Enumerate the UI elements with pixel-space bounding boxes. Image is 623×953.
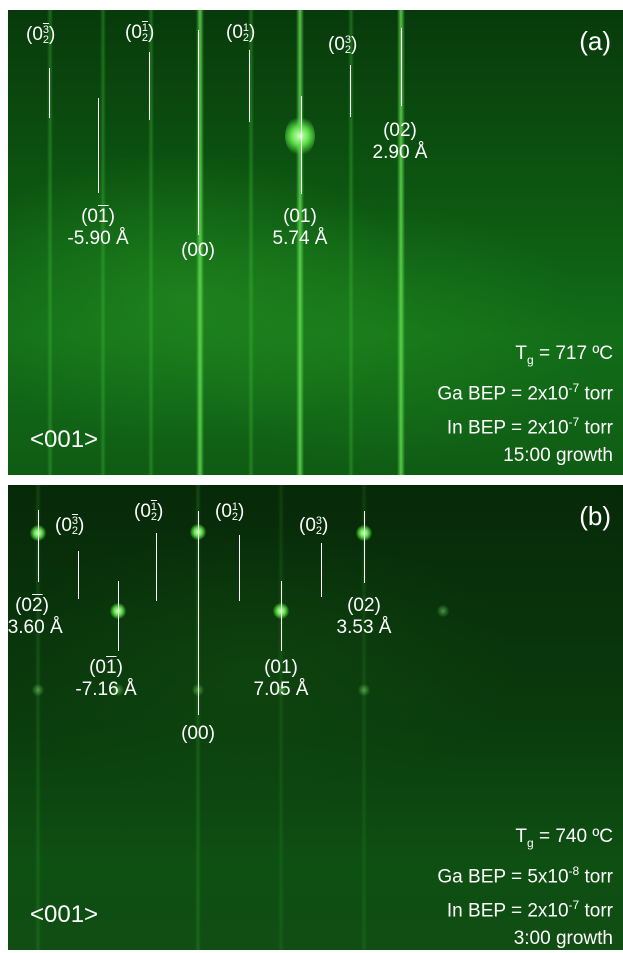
diffraction-spot	[32, 684, 44, 696]
order-label-00: (00)	[181, 723, 215, 744]
order-label-0-neg3-2: (0 3 2)	[55, 514, 85, 537]
order-label-0-pos1-2: (0 1 2)	[215, 500, 245, 523]
marker-line	[301, 96, 302, 194]
panel-tag: (a)	[579, 26, 611, 56]
diffraction-streak	[148, 10, 154, 475]
diffraction-spot	[112, 684, 124, 696]
diffraction-spot	[285, 116, 315, 156]
marker-line	[156, 533, 157, 601]
diffraction-streak	[397, 10, 405, 475]
diffraction-streak	[348, 10, 354, 475]
growth-conditions: Tg = 717 ºC Ga BEP = 2x10-7 torr In BEP …	[437, 343, 613, 467]
marker-line	[78, 551, 79, 599]
rheed-panel-b: (032) (012) (012) (032) (02) -3.60 Å (01…	[8, 485, 623, 950]
direction-label: <001>	[30, 426, 99, 453]
diffraction-streak	[361, 485, 367, 950]
diffraction-streak	[100, 10, 106, 475]
order-label-0-neg1-2: (0 1 2)	[125, 21, 155, 44]
diffraction-spot	[275, 684, 287, 696]
diffraction-streak	[195, 485, 201, 950]
marker-line	[49, 68, 50, 118]
diffraction-streak	[248, 10, 254, 475]
marker-line	[249, 50, 250, 122]
order-label-0-1bar: (01) -7.16 Å	[75, 657, 137, 700]
order-label-0-2bar: (02) -3.60 Å	[8, 595, 63, 638]
marker-line	[281, 581, 282, 651]
marker-line	[198, 30, 199, 235]
order-label-0-1bar: (01) -5.90 Å	[67, 206, 129, 249]
marker-line	[350, 65, 351, 117]
panel-tag: (b)	[579, 501, 611, 531]
marker-line	[321, 543, 322, 597]
marker-line	[149, 52, 150, 120]
marker-line	[239, 535, 240, 601]
order-label-0-pos1-2: (0 1 2)	[226, 21, 256, 44]
diffraction-streak	[47, 10, 53, 475]
order-label-0-pos3-2: (0 3 2)	[328, 33, 358, 56]
order-label-0-pos3-2: (0 3 2)	[299, 514, 329, 537]
order-label-01: (01) 5.74 Å	[272, 206, 328, 249]
diffraction-spot	[437, 605, 449, 617]
diffraction-spot	[358, 684, 370, 696]
marker-line	[98, 98, 99, 193]
diffraction-streak	[296, 10, 304, 475]
order-label-01: (01) 7.05 Å	[253, 657, 309, 700]
order-label-00: (00)	[181, 240, 215, 261]
growth-conditions: Tg = 740 ºC Ga BEP = 5x10-8 torr In BEP …	[437, 826, 613, 950]
marker-line	[364, 511, 365, 583]
marker-line	[118, 581, 119, 651]
order-label-02: (02) 2.90 Å	[372, 120, 428, 163]
order-label-0-neg1-2: (0 1 2)	[134, 500, 164, 523]
order-label-02: (02) 3.53 Å	[336, 595, 392, 638]
diffraction-streak	[196, 10, 204, 475]
order-label-0-neg3-2: (0 3 2)	[26, 23, 56, 46]
diffraction-streak	[278, 485, 284, 950]
diffraction-streak	[35, 485, 41, 950]
rheed-panel-a: (0 3 2) (0 1 2) (0 1 2) (0 3 2) (01) -5.90 Å (00…	[8, 10, 623, 475]
marker-line	[198, 511, 199, 715]
marker-line	[38, 510, 39, 582]
marker-line	[401, 28, 402, 106]
direction-label: <001>	[30, 901, 99, 928]
